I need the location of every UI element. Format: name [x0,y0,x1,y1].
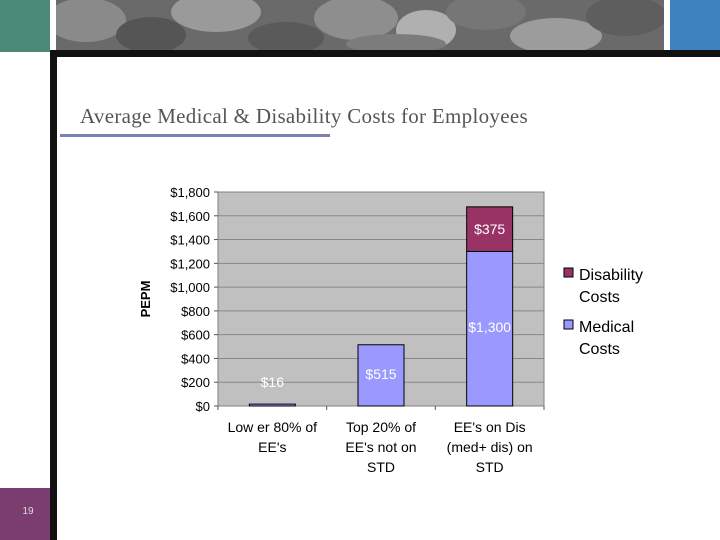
y-tick-label: $400 [181,351,210,366]
data-label: $515 [365,366,396,382]
bar-disability [466,206,514,252]
y-tick-label: $600 [181,328,210,343]
x-category-label: STD [367,459,395,475]
x-category-label: EE's [258,439,286,455]
y-tick-label: $1,200 [170,256,210,271]
legend-label: Medical [579,319,634,336]
slide-title: Average Medical & Disability Costs for E… [80,104,528,128]
legend-label: Costs [579,289,620,306]
legend-swatch-disability [563,267,574,278]
x-category-label: Top 20% of [346,419,416,435]
corner-block-green [0,0,50,52]
corner-block-purple [0,488,50,540]
header-banner-image [56,0,664,50]
y-tick-label: $200 [181,375,210,390]
x-category-label: Low er 80% of [228,419,318,435]
bar-medical [357,344,405,407]
corner-block-blue [670,0,720,52]
y-tick-label: $1,400 [170,233,210,248]
bar-medical [466,250,514,407]
vertical-divider-bar [50,50,57,540]
x-category-label: (med+ dis) on [447,439,533,455]
horizontal-divider-bar [50,50,720,57]
slide-number: 19 [22,506,34,517]
title-underline [60,134,330,137]
data-label: $375 [474,221,505,237]
y-tick-label: $1,600 [170,209,210,224]
data-label: $1,300 [468,319,511,335]
data-label: $16 [261,374,285,390]
y-tick-label: $1,800 [170,185,210,200]
x-category-label: EE's on Dis [454,419,526,435]
y-axis-title: PEPM [138,281,153,318]
x-category-label: EE's not on [345,439,416,455]
legend-label: Disability [579,267,643,284]
x-category-label: STD [476,459,504,475]
legend-swatch-medical [563,319,574,330]
y-tick-label: $800 [181,304,210,319]
bar-medical [248,403,296,407]
y-tick-label: $0 [196,399,210,414]
legend-label: Costs [579,341,620,358]
y-tick-label: $1,000 [170,280,210,295]
